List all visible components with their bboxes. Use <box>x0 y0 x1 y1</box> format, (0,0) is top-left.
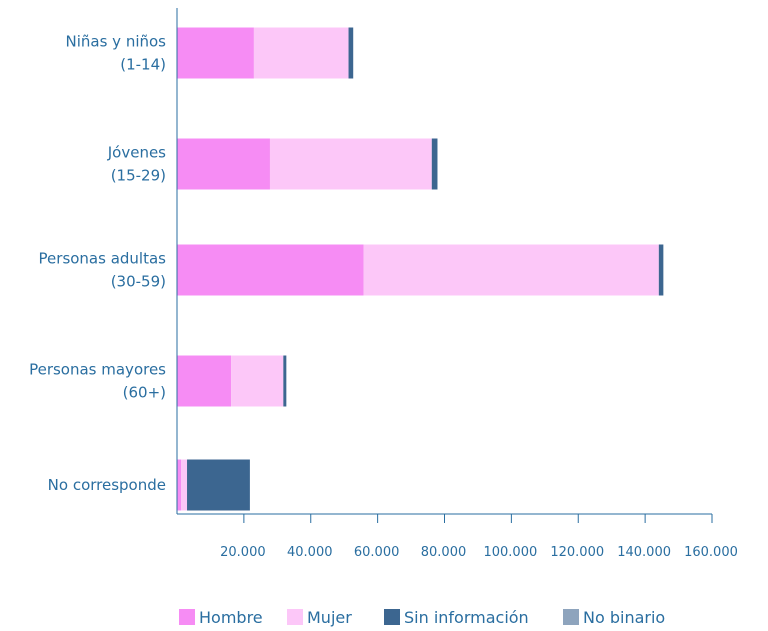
bar-segment-2-1 <box>363 244 659 296</box>
bar-segment-0-0 <box>177 27 254 79</box>
bar-segment-4-2 <box>187 459 250 511</box>
bar-segment-0-2 <box>348 27 354 79</box>
legend-label-2: Sin información <box>404 608 529 627</box>
category-labels: Niñas y niños (1-14) Jóvenes (15-29) Persona… <box>29 33 166 495</box>
bar-segment-1-0 <box>177 138 270 190</box>
legend-label-3: No binario <box>583 608 665 627</box>
x-tick-label-7: 160.000 <box>684 545 738 560</box>
x-tick-label-0: 20.000 <box>220 545 266 560</box>
bars-group <box>177 27 664 511</box>
legend-label-1: Mujer <box>307 608 352 627</box>
legend: Hombre Mujer Sin información No binario <box>179 608 665 627</box>
legend-swatch-0 <box>179 609 195 625</box>
bar-segment-4-0 <box>177 459 182 511</box>
bar-segment-3-0 <box>177 355 232 407</box>
bar-segment-2-3 <box>663 244 664 296</box>
bar-segment-0-1 <box>253 27 349 79</box>
x-tick-label-2: 60.000 <box>354 545 400 560</box>
category-label-3-1: (60+) <box>123 384 166 402</box>
category-label-0-1: (1-14) <box>120 56 166 74</box>
x-tick-label-5: 120.000 <box>550 545 604 560</box>
category-label-2-0: Personas adultas <box>39 250 167 268</box>
bar-segment-2-2 <box>658 244 664 296</box>
category-label-4-0: No corresponde <box>48 476 166 494</box>
bar-segment-1-2 <box>431 138 438 190</box>
x-axis-ticks: 20.000 40.000 60.000 80.000 100.000 120.000 14… <box>220 514 738 560</box>
legend-swatch-3 <box>563 609 579 625</box>
bar-segment-2-0 <box>177 244 364 296</box>
bar-segment-4-1 <box>181 459 188 511</box>
category-label-1-0: Jóvenes <box>107 144 166 162</box>
bar-segment-3-1 <box>231 355 284 407</box>
x-tick-label-6: 140.000 <box>617 545 671 560</box>
category-label-3-0: Personas mayores <box>29 361 166 379</box>
x-tick-label-4: 100.000 <box>483 545 537 560</box>
x-tick-label-1: 40.000 <box>287 545 333 560</box>
category-label-2-1: (30-59) <box>111 273 166 291</box>
category-label-0-0: Niñas y niños <box>66 33 167 51</box>
category-label-1-1: (15-29) <box>111 167 166 185</box>
x-tick-label-3: 80.000 <box>421 545 467 560</box>
legend-swatch-2 <box>384 609 400 625</box>
bar-segment-3-2 <box>283 355 287 407</box>
legend-label-0: Hombre <box>199 608 263 627</box>
legend-swatch-1 <box>287 609 303 625</box>
bar-segment-1-1 <box>269 138 432 190</box>
